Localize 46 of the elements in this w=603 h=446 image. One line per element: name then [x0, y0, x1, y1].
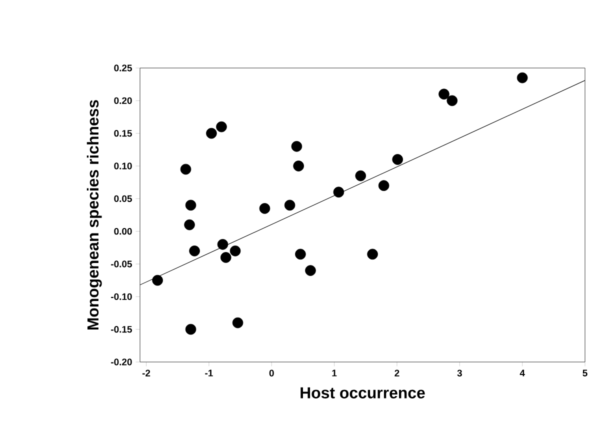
point — [367, 248, 378, 260]
point — [284, 200, 296, 211]
point — [152, 274, 163, 286]
y-tick-label: 0.20 — [114, 97, 132, 104]
point — [295, 248, 306, 260]
y-tick-label: -0.05 — [111, 260, 132, 268]
x-tick-label: 4 — [520, 370, 525, 376]
point — [333, 186, 344, 198]
point — [230, 246, 241, 256]
point — [185, 324, 196, 335]
point — [293, 160, 304, 172]
y-tick-label: 0.05 — [114, 195, 132, 202]
point — [217, 239, 228, 250]
x-tick-label: -2 — [142, 370, 150, 376]
x-tick-label: 0 — [269, 370, 274, 376]
point — [206, 128, 217, 139]
x-tick-label: -1 — [205, 370, 213, 376]
y-tick-label: 0.25 — [114, 64, 132, 72]
point — [259, 203, 270, 214]
y-tick-label: -0.15 — [111, 326, 132, 333]
point — [184, 219, 195, 230]
point — [378, 180, 390, 191]
point — [291, 141, 302, 152]
x-tick-label: 1 — [332, 370, 337, 376]
y-tick-label: 0.00 — [114, 228, 132, 235]
y-tick-label: -0.20 — [111, 358, 132, 366]
point — [392, 154, 403, 165]
point — [220, 252, 232, 263]
point — [180, 164, 192, 175]
point — [516, 72, 528, 84]
point — [216, 121, 227, 132]
point — [185, 200, 196, 211]
point — [232, 317, 244, 328]
x-tick-label: 2 — [394, 370, 400, 376]
point — [355, 170, 366, 182]
point — [305, 265, 316, 276]
point — [438, 88, 450, 100]
x-tick-label: 3 — [457, 370, 462, 376]
y-tick-label: 0.10 — [114, 162, 132, 170]
y-tick-label: 0.15 — [114, 130, 132, 137]
y-axis-title: Monogenean species richness — [86, 100, 102, 330]
y-tick-label: -0.10 — [111, 293, 132, 300]
x-axis-title: Host occurrence — [300, 387, 425, 398]
x-tick-label: 5 — [582, 370, 588, 376]
point — [446, 95, 458, 106]
point — [189, 246, 200, 256]
